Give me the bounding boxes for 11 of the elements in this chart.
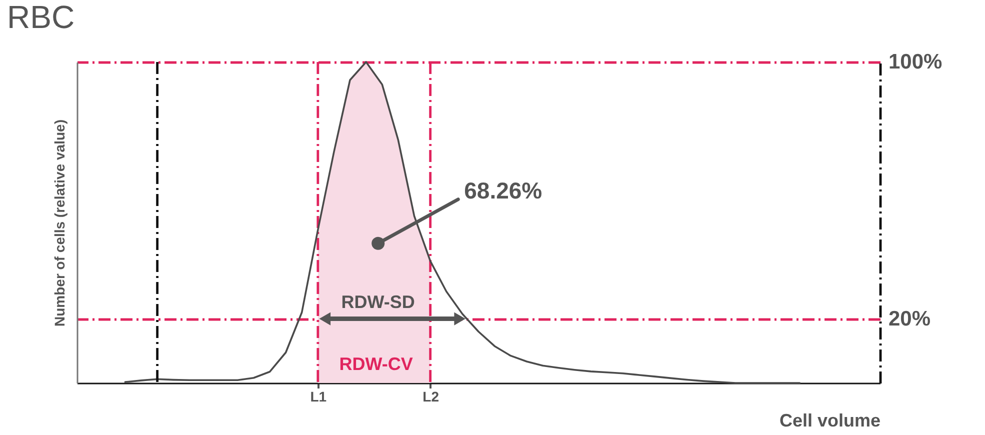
annotation: 68.26% (464, 177, 542, 204)
chart-title: RBC (7, 0, 75, 35)
y-tick-label: 100% (888, 50, 943, 74)
line-series (124, 61, 801, 384)
annotation: RDW-SD (341, 292, 415, 312)
annotation: RDW-CV (339, 354, 413, 374)
y-tick-label: 20% (888, 307, 931, 330)
x-tick-label: L1 (310, 388, 327, 404)
x-tick-label: L2 (422, 388, 440, 404)
x-axis-title: Cell volume (779, 410, 880, 430)
y-axis-title: Number of cells (relative value) (52, 120, 68, 326)
